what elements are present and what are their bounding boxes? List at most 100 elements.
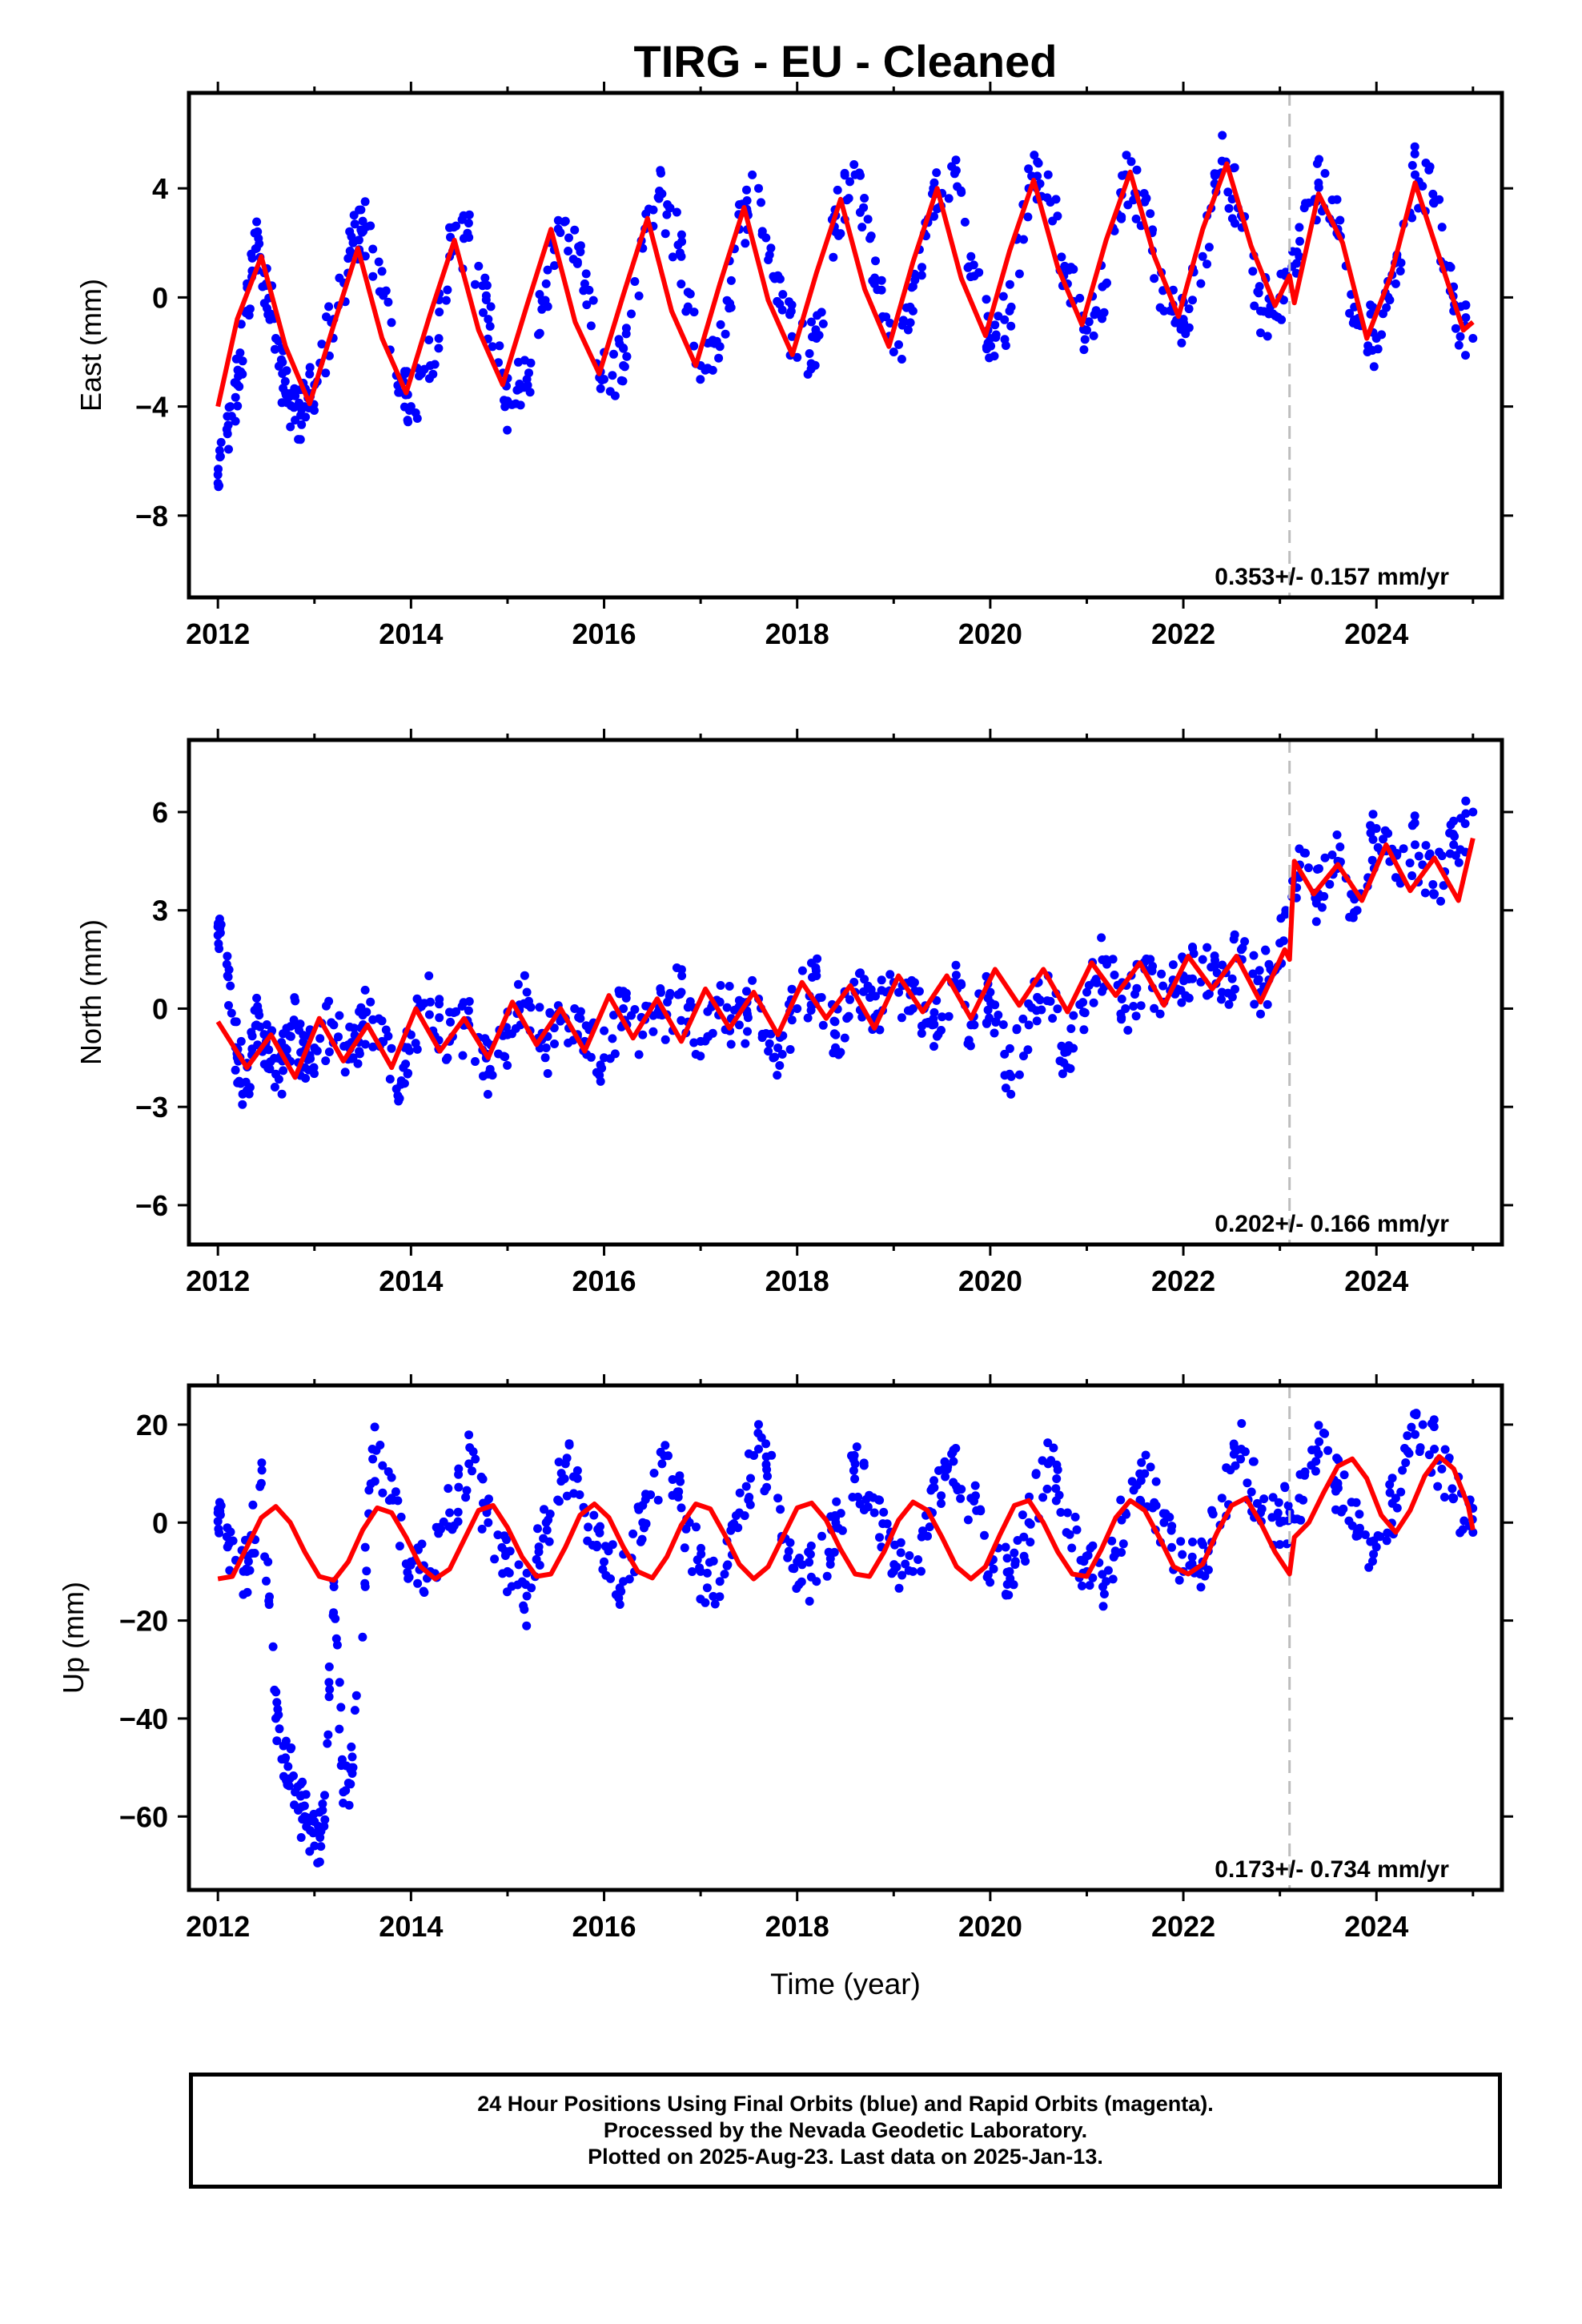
data-point xyxy=(1323,1445,1333,1455)
data-point xyxy=(416,1001,426,1011)
data-point xyxy=(829,1547,839,1557)
north-panel: 2012 2014 2016 2018 2020 2022 2024 6 3 0 −3 −6 North… xyxy=(74,729,1513,1297)
data-point xyxy=(727,1520,737,1530)
data-point xyxy=(1411,170,1419,179)
data-point xyxy=(956,1494,966,1503)
data-point xyxy=(505,1546,515,1556)
data-point xyxy=(644,204,653,214)
data-point xyxy=(1418,1420,1427,1429)
data-point xyxy=(634,292,644,300)
data-point xyxy=(1151,1501,1161,1510)
data-point xyxy=(400,369,410,379)
data-point xyxy=(231,392,240,402)
data-point xyxy=(969,260,978,270)
data-point xyxy=(1010,1548,1019,1558)
data-point xyxy=(471,279,480,289)
data-point xyxy=(1069,1011,1078,1020)
data-point xyxy=(677,279,686,289)
data-point xyxy=(424,1010,434,1019)
data-point xyxy=(383,1467,393,1477)
data-point xyxy=(797,966,807,975)
data-point xyxy=(1281,906,1291,915)
data-point xyxy=(1080,335,1090,344)
data-point xyxy=(773,1071,782,1080)
data-point xyxy=(1320,169,1330,178)
data-point xyxy=(817,1531,826,1541)
data-point xyxy=(1002,1590,1011,1600)
data-point xyxy=(600,1557,608,1566)
data-point xyxy=(1110,971,1119,979)
data-point xyxy=(896,1538,905,1547)
data-point xyxy=(1084,317,1094,327)
data-point xyxy=(564,247,573,255)
data-point xyxy=(468,1447,478,1457)
data-point xyxy=(215,1528,224,1538)
data-point xyxy=(932,168,942,178)
data-point xyxy=(413,1578,423,1588)
data-point xyxy=(970,1020,979,1030)
data-point xyxy=(1411,840,1419,850)
data-point xyxy=(381,286,391,296)
data-point xyxy=(1065,1530,1074,1539)
data-point xyxy=(282,1045,291,1055)
data-point xyxy=(720,1570,729,1579)
data-point xyxy=(500,396,508,405)
data-point xyxy=(923,1531,932,1541)
data-point xyxy=(1062,1508,1072,1518)
data-point xyxy=(825,1554,835,1563)
data-point xyxy=(1051,195,1061,204)
data-point xyxy=(1249,1457,1259,1466)
data-point xyxy=(1407,161,1417,170)
data-point xyxy=(515,384,524,394)
data-point xyxy=(904,1566,913,1575)
data-point xyxy=(560,217,569,227)
data-point xyxy=(216,920,226,929)
data-point xyxy=(377,267,387,276)
data-point xyxy=(238,1100,247,1109)
data-point xyxy=(395,1542,404,1551)
data-point xyxy=(360,1039,370,1049)
data-point xyxy=(454,1482,464,1492)
data-point xyxy=(628,1529,638,1538)
data-point xyxy=(675,248,685,258)
data-point xyxy=(746,1474,755,1483)
data-point xyxy=(1092,978,1102,987)
data-point xyxy=(649,1469,659,1478)
data-point xyxy=(277,1089,287,1099)
data-point xyxy=(909,978,919,987)
data-point xyxy=(615,1583,624,1593)
data-point xyxy=(1019,1051,1028,1061)
data-point xyxy=(1461,809,1471,818)
data-point xyxy=(250,1549,259,1558)
data-point xyxy=(1435,195,1444,204)
data-point xyxy=(556,228,565,237)
data-point xyxy=(620,362,629,372)
data-point xyxy=(360,197,370,207)
y-axis-label: Up (mm) xyxy=(57,1582,90,1694)
data-point xyxy=(1451,324,1460,333)
data-point xyxy=(271,1687,281,1697)
data-point xyxy=(619,344,628,353)
data-point xyxy=(1053,211,1062,221)
data-point xyxy=(616,376,626,385)
data-point xyxy=(343,1779,353,1787)
data-point xyxy=(254,234,263,243)
data-point xyxy=(1099,1590,1109,1598)
data-point xyxy=(1224,203,1234,213)
data-point xyxy=(1005,279,1014,289)
data-point xyxy=(1315,1437,1324,1446)
data-point xyxy=(265,315,275,324)
data-point xyxy=(681,1524,691,1534)
x-tick-label: 2024 xyxy=(1344,1265,1408,1297)
data-point xyxy=(1295,223,1304,232)
data-point xyxy=(986,998,996,1007)
data-point xyxy=(1023,212,1033,222)
data-point xyxy=(803,369,813,379)
data-point xyxy=(785,1538,795,1547)
data-point xyxy=(937,1499,946,1508)
data-point xyxy=(778,290,788,300)
data-point xyxy=(238,1089,247,1099)
data-point xyxy=(741,1482,751,1491)
data-point xyxy=(726,275,736,285)
data-point xyxy=(788,1563,797,1573)
